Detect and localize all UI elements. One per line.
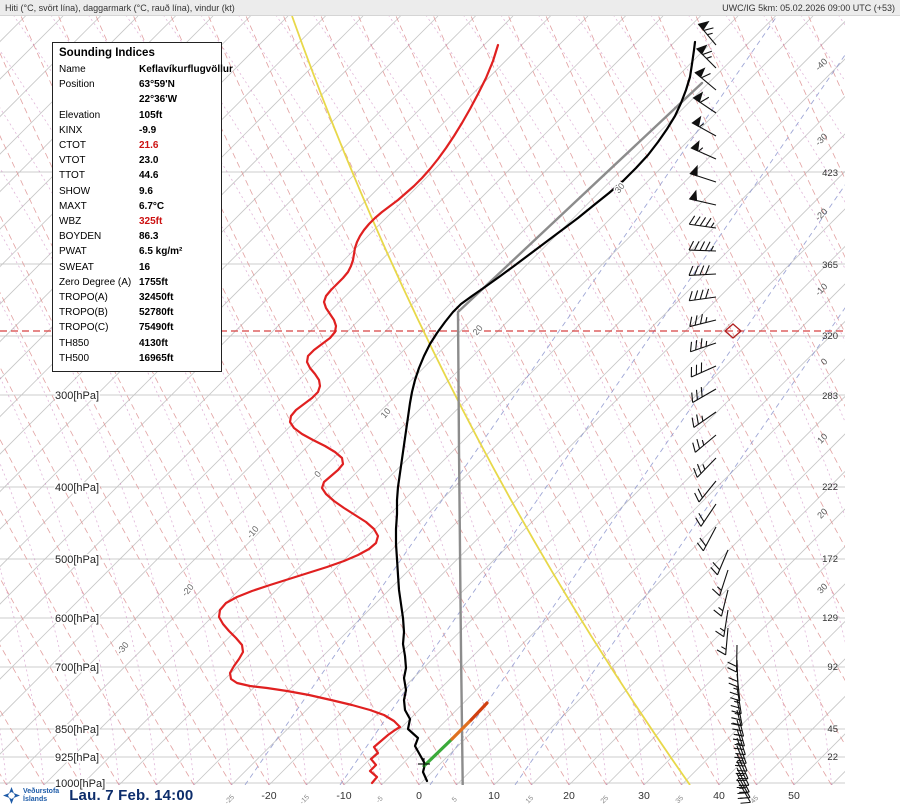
parcel-segment	[422, 737, 454, 768]
svg-text:172: 172	[822, 554, 838, 565]
svg-text:-30: -30	[813, 131, 829, 147]
svg-text:-20: -20	[261, 790, 276, 802]
indices-row: MAXT 6.7°C	[59, 200, 165, 212]
svg-text:40: 40	[713, 790, 725, 802]
svg-text:20: 20	[471, 323, 485, 337]
indices-row: PWAT 6.5 kg/m²	[59, 246, 183, 258]
indices-row: Zero Degree (A) 1755ft	[59, 276, 168, 288]
indices-row: TH500 16965ft	[59, 352, 174, 364]
top-status-bar: Hiti (°C, svört lína), daggarmark (°C, r…	[0, 0, 900, 16]
chart-legend-text: Hiti (°C, svört lína), daggarmark (°C, r…	[5, 2, 235, 13]
svg-text:0: 0	[416, 790, 422, 802]
indices-row: TROPO(A) 32450ft	[59, 292, 174, 304]
standard-atmosphere-line	[456, 81, 704, 785]
indices-row: SHOW 9.6	[59, 185, 153, 197]
wind-barbs	[688, 20, 751, 804]
vedurstofa-logo-icon	[3, 787, 20, 804]
indices-rows: Name Keflavíkurflugvöllur Position 63°59'N …	[59, 62, 233, 366]
svg-text:22: 22	[827, 752, 838, 763]
svg-text:30: 30	[638, 790, 650, 802]
bottom-bar: Veðurstofa Íslands Lau. 7 Feb. 14:00	[0, 783, 900, 808]
indices-row: TROPO(C) 75490ft	[59, 322, 174, 334]
temperature-curve	[394, 40, 697, 783]
svg-text:500[hPa]: 500[hPa]	[55, 554, 99, 566]
svg-text:92: 92	[827, 662, 838, 673]
indices-title: Sounding Indices	[59, 47, 155, 59]
svg-text:850[hPa]: 850[hPa]	[55, 724, 99, 736]
svg-text:45: 45	[750, 795, 761, 806]
tropopause-marker	[724, 323, 742, 339]
temp-axis-labels: -20 -10 0 10 20 30 40 50-25 -15 -5 5 15 25 35 45	[224, 790, 800, 806]
svg-text:-10: -10	[336, 790, 351, 802]
svg-text:15: 15	[525, 795, 536, 806]
svg-text:5: 5	[451, 796, 459, 804]
right-height-labels: 423 365 320 283 222 172 129 92 45 22	[822, 168, 838, 763]
indices-row: Name Keflavíkurflugvöllur	[59, 64, 233, 75]
svg-text:600[hPa]: 600[hPa]	[55, 613, 99, 625]
dewpoint-curve	[217, 43, 500, 785]
svg-text:-5: -5	[375, 795, 384, 804]
svg-text:45: 45	[827, 724, 838, 735]
svg-text:-10: -10	[245, 524, 261, 540]
svg-text:300[hPa]: 300[hPa]	[55, 390, 99, 402]
svg-text:-40: -40	[813, 56, 829, 72]
svg-text:20: 20	[563, 790, 575, 802]
svg-text:700[hPa]: 700[hPa]	[55, 662, 99, 674]
model-run-text: UWC/IG 5km: 05.02.2026 09:00 UTC (+53)	[722, 2, 895, 13]
valid-time-label: Lau. 7 Feb. 14:00	[69, 787, 194, 804]
indices-row: Elevation 105ft	[59, 109, 163, 121]
indices-row: VTOT 23.0	[59, 155, 159, 167]
svg-text:30: 30	[815, 581, 829, 595]
svg-text:10: 10	[488, 790, 500, 802]
svg-text:400[hPa]: 400[hPa]	[55, 482, 99, 494]
svg-text:25: 25	[600, 795, 611, 806]
svg-text:320: 320	[822, 331, 838, 342]
indices-row: TROPO(B) 52780ft	[59, 307, 174, 319]
indices-row: CTOT 21.6	[59, 140, 159, 152]
indices-row: KINX -9.9	[59, 124, 157, 136]
svg-text:1000[hPa]: 1000[hPa]	[55, 778, 105, 790]
parcel-segment	[450, 718, 473, 741]
indices-row: TH850 4130ft	[59, 337, 168, 349]
vedurstofa-logo: Veðurstofa Íslands	[3, 787, 59, 804]
pressure-axis-labels: 300[hPa] 400[hPa] 500[hPa] 600[hPa] 700[hPa]…	[54, 389, 107, 792]
indices-row: SWEAT 16	[59, 261, 151, 273]
svg-text:10: 10	[379, 406, 393, 420]
svg-text:222: 222	[822, 482, 838, 493]
svg-text:925[hPa]: 925[hPa]	[55, 752, 99, 764]
svg-text:50: 50	[788, 790, 800, 802]
svg-text:35: 35	[675, 795, 686, 806]
parcel-segment	[469, 701, 489, 722]
svg-text:129: 129	[822, 613, 838, 624]
svg-text:365: 365	[822, 260, 838, 271]
indices-row: Position 63°59'N 22°36'W	[59, 79, 178, 106]
indices-row: WBZ 325ft	[59, 216, 163, 228]
indices-row: TTOT 44.6	[59, 170, 159, 182]
svg-text:0: 0	[819, 356, 830, 367]
svg-text:20: 20	[815, 506, 829, 520]
svg-text:-20: -20	[180, 582, 196, 598]
logo-text: Veðurstofa Íslands	[23, 787, 60, 803]
svg-text:423: 423	[822, 168, 838, 179]
indices-row: BOYDEN 86.3	[59, 231, 159, 243]
sounding-indices-box: Sounding Indices Name Keflavíkurflugvöllu…	[52, 42, 233, 373]
yellow-reference-line	[291, 16, 691, 785]
svg-text:283: 283	[822, 391, 838, 402]
